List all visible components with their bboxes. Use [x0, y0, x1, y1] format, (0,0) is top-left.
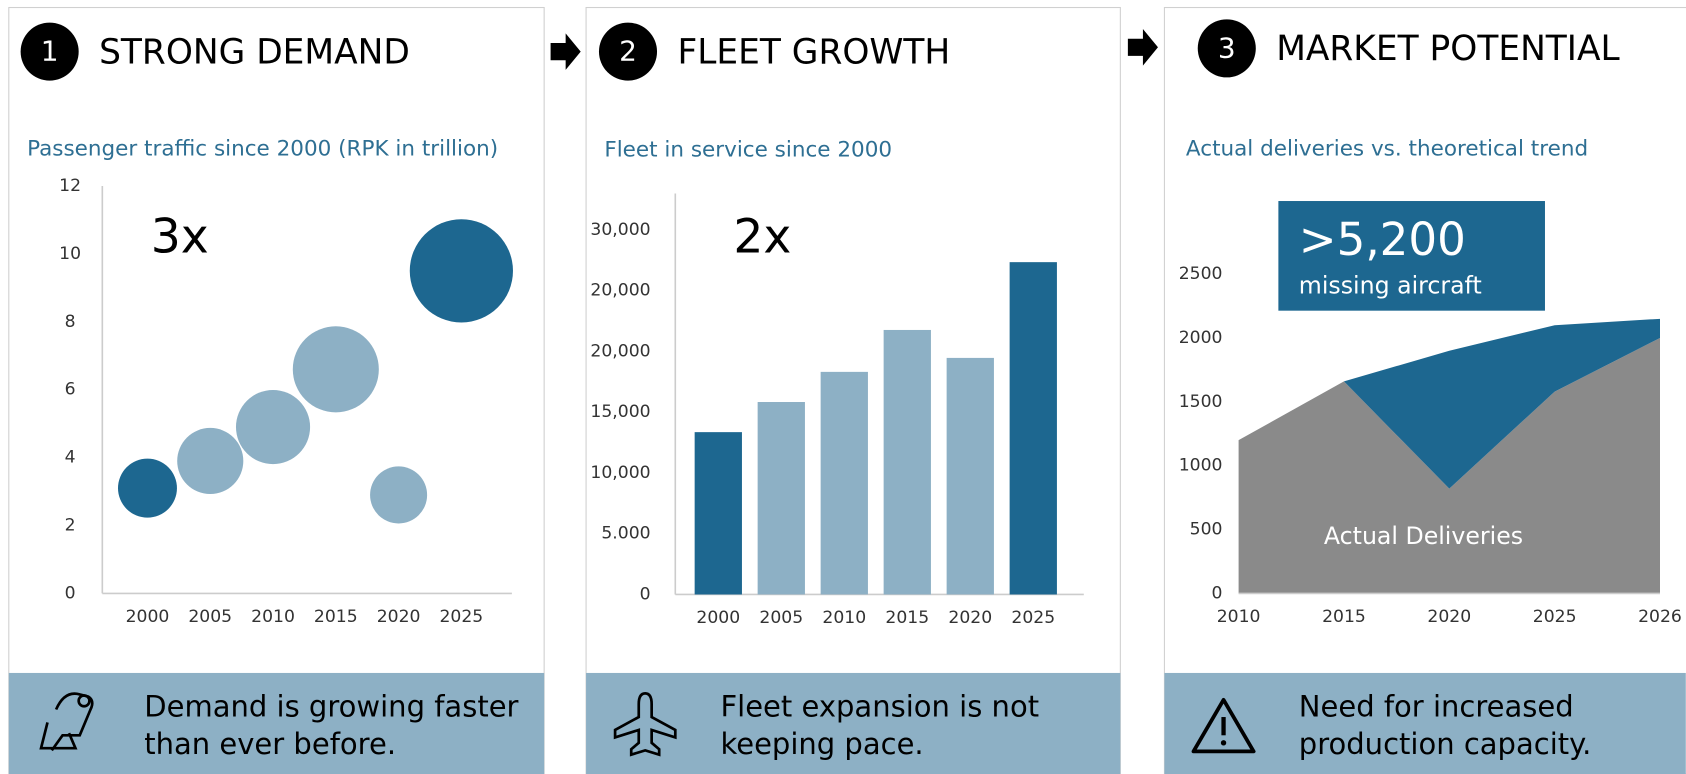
callout-value: >5,200 [1299, 213, 1466, 266]
y-tick-label: 1500 [1179, 392, 1223, 412]
footer-text: Fleet expansion is not [720, 689, 1039, 723]
x-tick-label: 2015 [1322, 607, 1366, 627]
x-tick-label: 2000 [696, 608, 740, 628]
callout-box [1278, 201, 1545, 311]
y-tick-label: 2500 [1179, 264, 1223, 284]
plane-icon [613, 692, 677, 757]
y-tick-label: 0 [1212, 583, 1223, 603]
footer-text: production capacity. [1299, 727, 1592, 761]
footer-band [1164, 672, 1686, 774]
x-tick-label: 2010 [251, 607, 295, 627]
bar [1009, 262, 1057, 595]
step-badge [1197, 19, 1256, 78]
x-tick-label: 2000 [126, 607, 170, 627]
footer-text: Demand is growing faster [144, 689, 518, 723]
seat-icon [39, 692, 94, 752]
x-tick-label: 2015 [314, 607, 358, 627]
panel-heading: FLEET GROWTH [677, 32, 950, 72]
y-tick-label: 30,000 [590, 220, 650, 240]
step-badge [20, 22, 79, 81]
arrow [1127, 29, 1158, 66]
callout-label: missing aircraft [1299, 272, 1482, 300]
bubble [292, 326, 379, 413]
panel-heading: MARKET POTENTIAL [1276, 29, 1619, 69]
y-tick-label: 2000 [1179, 328, 1223, 348]
footer-band [586, 672, 1121, 774]
y-tick-label: 20,000 [590, 281, 650, 301]
y-tick-label: 8 [65, 312, 76, 332]
y-tick-label: 1000 [1179, 456, 1223, 476]
y-tick-label: 5.000 [601, 524, 650, 544]
bubble [117, 458, 177, 518]
x-tick-label: 2020 [1427, 607, 1471, 627]
arrow [550, 33, 581, 70]
y-tick-label: 2 [65, 515, 76, 535]
annotation: 2x [733, 210, 791, 265]
y-tick-label: 10,000 [590, 463, 650, 483]
bubble [235, 389, 311, 465]
bubble [370, 466, 428, 524]
step-badge [598, 22, 658, 81]
x-tick-label: 2025 [440, 607, 484, 627]
panel-heading: STRONG DEMAND [99, 32, 410, 72]
step-number: 2 [619, 35, 637, 68]
step-number: 1 [41, 35, 59, 68]
chart-subtitle: Fleet in service since 2000 [604, 138, 892, 163]
x-tick-label: 2005 [759, 608, 803, 628]
x-tick-label: 2020 [948, 608, 992, 628]
footer-band [8, 672, 545, 774]
step-number: 3 [1218, 31, 1236, 64]
x-tick-label: 2026 [1638, 607, 1682, 627]
gap-area [1343, 318, 1660, 489]
x-tick-label: 2020 [377, 607, 421, 627]
footer-text: Need for increased [1299, 689, 1574, 723]
chart-subtitle: Actual deliveries vs. theoretical trend [1186, 136, 1588, 161]
x-tick-label: 2025 [1011, 608, 1055, 628]
y-tick-label: 0 [640, 584, 651, 604]
y-tick-label: 15,000 [590, 402, 650, 422]
x-tick-label: 2015 [885, 608, 929, 628]
y-tick-label: 500 [1190, 520, 1223, 540]
chart-subtitle: Passenger traffic since 2000 (RPK in tri… [27, 136, 498, 161]
bar [694, 432, 742, 595]
y-tick-label: 4 [65, 448, 76, 468]
x-tick-label: 2010 [822, 608, 866, 628]
y-tick-label: 0 [65, 583, 76, 603]
series-label: Actual Deliveries [1324, 522, 1523, 550]
annotation: 3x [151, 210, 209, 265]
footer-text: than ever before. [144, 727, 396, 761]
bar [883, 329, 931, 595]
bar [757, 402, 805, 595]
x-tick-label: 2005 [188, 607, 232, 627]
bubble [409, 219, 513, 323]
x-tick-label: 2025 [1533, 607, 1577, 627]
bar [820, 371, 868, 595]
footer-text: keeping pace. [720, 727, 923, 761]
x-tick-label: 2010 [1217, 607, 1261, 627]
y-tick-label: 20,000 [590, 341, 650, 361]
y-tick-label: 6 [65, 380, 76, 400]
area [1238, 337, 1660, 594]
bubble [177, 427, 244, 495]
y-tick-label: 12 [59, 176, 81, 196]
y-tick-label: 10 [59, 244, 81, 264]
bar [946, 357, 994, 595]
warning-icon [1191, 697, 1256, 754]
